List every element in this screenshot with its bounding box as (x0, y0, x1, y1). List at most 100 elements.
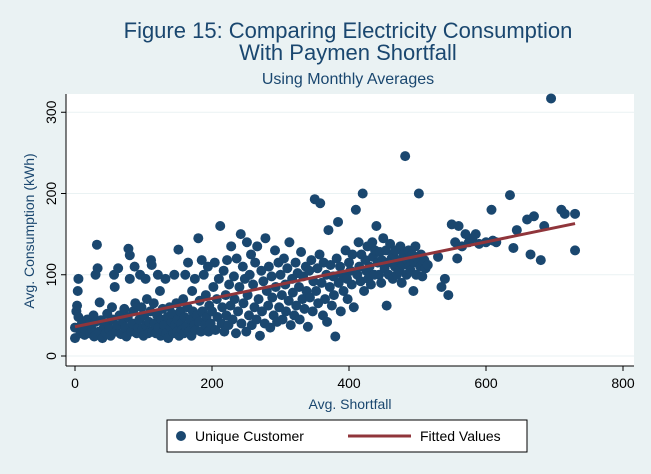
scatter-point (210, 325, 221, 335)
scatter-point (187, 286, 198, 296)
x-tick-label: 400 (337, 375, 361, 391)
scatter-point (282, 263, 293, 274)
scatter-point (222, 255, 233, 266)
scatter-point (270, 245, 281, 256)
scatter-point (508, 242, 519, 253)
scatter-point (322, 316, 333, 327)
scatter-point (333, 216, 344, 227)
scatter-point (348, 302, 359, 313)
scatter-point (178, 294, 189, 305)
scatter-point (237, 261, 248, 272)
scatter-point (324, 281, 335, 292)
scatter-point (241, 237, 252, 248)
scatter-point (291, 300, 302, 311)
scatter-point (559, 208, 570, 219)
scatter-point (511, 225, 522, 236)
scatter-point (254, 330, 265, 341)
scatter-point (277, 314, 288, 325)
scatter-point (285, 320, 296, 331)
scatter-point (154, 286, 165, 296)
scatter-point (347, 249, 358, 260)
scatter-points (70, 93, 581, 344)
scatter-point (160, 273, 171, 284)
scatter-point (236, 318, 247, 329)
scatter-point (381, 300, 392, 311)
scatter-point (453, 221, 464, 231)
scatter-point (359, 286, 370, 296)
chart-title-line2: With Paymen Shortfall (239, 40, 457, 65)
scatter-point (436, 281, 447, 292)
scatter-point (284, 237, 295, 248)
scatter-point (413, 188, 424, 199)
scatter-point (293, 281, 304, 292)
scatter-point (433, 251, 444, 262)
scatter-point (307, 306, 318, 317)
scatter-point (231, 253, 242, 264)
chart-subtitle: Using Monthly Averages (262, 71, 434, 88)
scatter-point (525, 249, 536, 260)
scatter-point (376, 277, 387, 288)
scatter-point (439, 273, 450, 284)
scatter-point (196, 255, 207, 266)
scatter-point (350, 204, 361, 215)
scatter-point (129, 261, 140, 272)
y-tick-label: 0 (43, 352, 59, 360)
scatter-point (248, 279, 259, 290)
scatter-point (486, 204, 497, 215)
fitted-values-line (74, 222, 576, 329)
scatter-point (422, 260, 433, 270)
scatter-point (180, 269, 191, 280)
scatter-point (152, 269, 163, 280)
scatter-point (314, 249, 325, 260)
scatter-point (189, 273, 200, 284)
scatter-point (209, 257, 220, 268)
scatter-point (91, 239, 102, 250)
scatter-point (250, 257, 261, 268)
scatter-point (246, 249, 257, 260)
scatter-point (335, 261, 346, 272)
x-tick-label: 600 (474, 375, 498, 391)
scatter-point (124, 250, 135, 261)
scatter-point (452, 253, 463, 264)
chart-title-line1: Figure 15: Comparing Electricity Consump… (124, 18, 573, 43)
scatter-point (342, 294, 353, 305)
scatter-point (215, 221, 226, 231)
scatter-point (234, 281, 245, 292)
scatter-point (280, 306, 291, 317)
scatter-point (330, 331, 341, 342)
x-tick-label: 0 (71, 375, 79, 391)
scatter-point (528, 211, 539, 222)
fit-line-layer (74, 222, 576, 329)
scatter-point (208, 281, 219, 292)
scatter-point (306, 255, 317, 266)
scatter-point (299, 303, 310, 314)
scatter-point (278, 253, 289, 264)
scatter-point (140, 273, 151, 284)
scatter-point (73, 273, 84, 284)
legend: Unique Customer Fitted Values (166, 419, 528, 453)
scatter-point (106, 302, 117, 313)
scatter-point (238, 298, 249, 309)
scatter-point (546, 93, 557, 104)
scatter-point (344, 257, 354, 268)
scatter-point (331, 253, 342, 264)
scatter-point (325, 260, 336, 270)
scatter-point (146, 260, 157, 270)
scatter-point (260, 233, 271, 244)
gridlines (66, 111, 634, 357)
x-axis-title: Avg. Shortfall (308, 396, 391, 412)
scatter-point (408, 286, 419, 296)
scatter-point (294, 314, 305, 325)
scatter-point (283, 295, 294, 306)
scatter-point (410, 241, 421, 252)
scatter-point (258, 276, 269, 287)
x-tick-label: 800 (611, 375, 635, 391)
scatter-point (302, 321, 313, 332)
scatter-point (183, 257, 194, 268)
scatter-point (198, 269, 209, 280)
scatter-point (251, 314, 262, 325)
legend-box (166, 419, 528, 453)
y-axis-title: Avg. Consumption (kWh) (21, 153, 37, 308)
scatter-point (256, 265, 267, 276)
scatter-point (263, 261, 274, 272)
